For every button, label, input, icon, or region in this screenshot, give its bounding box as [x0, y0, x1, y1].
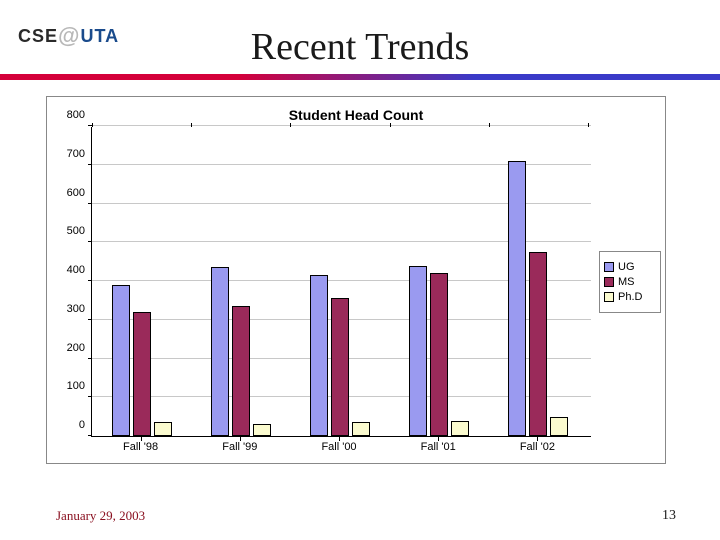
legend-swatch — [604, 262, 614, 272]
bar-group — [211, 267, 271, 436]
bar-phd — [451, 421, 469, 437]
bar-ug — [409, 266, 427, 437]
y-tick-label: 0 — [79, 419, 85, 431]
x-tick-label: Fall '98 — [123, 441, 158, 453]
legend-swatch — [604, 277, 614, 287]
logo-at-icon: @ — [58, 23, 80, 48]
gridline — [92, 125, 591, 126]
legend: UG MS Ph.D — [599, 251, 661, 313]
bar-ug — [310, 275, 328, 436]
bar-ms — [331, 298, 349, 436]
y-tick — [88, 203, 92, 204]
legend-swatch — [604, 292, 614, 302]
bar-group — [409, 266, 469, 437]
legend-item: Ph.D — [604, 291, 656, 303]
y-tick-label: 300 — [67, 303, 85, 315]
y-tick — [88, 396, 92, 397]
bar-ms — [430, 273, 448, 436]
x-tick-label: Fall '00 — [321, 441, 356, 453]
bar-ug — [508, 161, 526, 436]
x-boundary-tick — [92, 123, 93, 127]
y-tick — [88, 319, 92, 320]
x-boundary-tick — [390, 123, 391, 127]
y-tick — [88, 358, 92, 359]
legend-item: UG — [604, 261, 656, 273]
chart-container: Student Head Count 0 100 200 300 400 500 600 70… — [46, 96, 666, 464]
y-tick-label: 600 — [67, 187, 85, 199]
bar-phd — [550, 417, 568, 436]
x-boundary-tick — [191, 123, 192, 127]
y-tick — [88, 241, 92, 242]
logo: CSE@UTA — [18, 22, 119, 48]
x-tick-label: Fall '01 — [421, 441, 456, 453]
y-tick-label: 200 — [67, 342, 85, 354]
slide-header: CSE@UTA Recent Trends — [0, 0, 720, 76]
y-tick-label: 100 — [67, 380, 85, 392]
bar-phd — [253, 424, 271, 436]
footer-page-number: 13 — [662, 508, 676, 524]
header-gradient-bar — [0, 74, 720, 80]
bar-ms — [529, 252, 547, 436]
plot-area — [91, 127, 591, 437]
x-boundary-tick — [489, 123, 490, 127]
x-boundary-tick — [588, 123, 589, 127]
y-tick-label: 400 — [67, 264, 85, 276]
y-tick — [88, 164, 92, 165]
bar-phd — [154, 422, 172, 436]
bar-group — [508, 161, 568, 436]
logo-uta: UTA — [80, 26, 119, 46]
legend-label: UG — [618, 261, 635, 273]
bar-ug — [211, 267, 229, 436]
legend-item: MS — [604, 276, 656, 288]
bar-ms — [232, 306, 250, 436]
chart-title: Student Head Count — [47, 97, 665, 127]
bar-group — [310, 275, 370, 436]
y-tick-label: 500 — [67, 225, 85, 237]
y-tick — [88, 280, 92, 281]
y-axis: 0100200300400500600700800 — [55, 127, 91, 437]
legend-label: Ph.D — [618, 291, 642, 303]
bar-phd — [352, 422, 370, 436]
x-tick-label: Fall '99 — [222, 441, 257, 453]
x-boundary-tick — [290, 123, 291, 127]
y-tick-label: 700 — [67, 148, 85, 160]
legend-label: MS — [618, 276, 635, 288]
x-tick-label: Fall '02 — [520, 441, 555, 453]
y-tick-label: 800 — [67, 109, 85, 121]
y-tick — [88, 435, 92, 436]
bar-ms — [133, 312, 151, 436]
chart-body: 0100200300400500600700800 UGMSPh.D — [47, 127, 665, 437]
logo-cse: CSE — [18, 26, 58, 46]
x-axis-labels: Fall '98 Fall '99 Fall '00 Fall '01 Fall '02 — [91, 437, 665, 461]
bar-ug — [112, 285, 130, 436]
footer-date: January 29, 2003 — [56, 508, 145, 524]
bar-group — [112, 285, 172, 436]
